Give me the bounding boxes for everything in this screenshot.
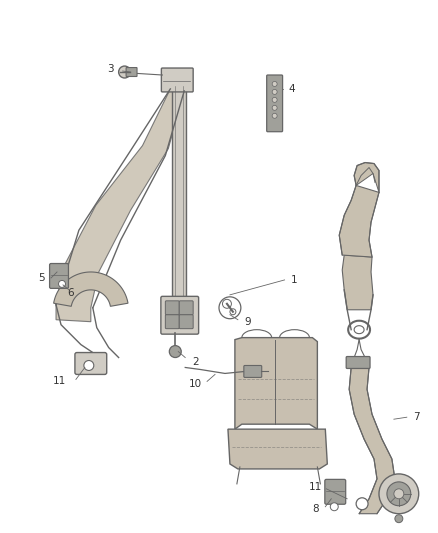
- FancyBboxPatch shape: [161, 296, 198, 334]
- FancyBboxPatch shape: [165, 301, 179, 315]
- FancyBboxPatch shape: [179, 315, 193, 329]
- FancyBboxPatch shape: [325, 479, 346, 504]
- Circle shape: [330, 503, 338, 511]
- FancyBboxPatch shape: [49, 263, 68, 288]
- Circle shape: [119, 66, 131, 78]
- Polygon shape: [342, 255, 373, 310]
- Polygon shape: [354, 163, 379, 192]
- Circle shape: [59, 280, 65, 287]
- FancyBboxPatch shape: [267, 75, 283, 132]
- Circle shape: [395, 515, 403, 523]
- Circle shape: [219, 297, 241, 319]
- Polygon shape: [349, 367, 395, 514]
- Text: 11: 11: [53, 376, 66, 386]
- Text: 6: 6: [67, 288, 74, 298]
- Text: 3: 3: [107, 64, 114, 74]
- Text: 5: 5: [38, 273, 44, 283]
- FancyBboxPatch shape: [75, 352, 107, 375]
- Circle shape: [387, 482, 411, 506]
- Text: 9: 9: [244, 317, 251, 327]
- Circle shape: [272, 114, 277, 118]
- Circle shape: [272, 90, 277, 94]
- Text: 1: 1: [291, 275, 298, 285]
- Circle shape: [394, 489, 404, 499]
- Text: 4: 4: [288, 84, 295, 94]
- Polygon shape: [339, 185, 379, 257]
- Bar: [172, 81, 186, 330]
- FancyBboxPatch shape: [165, 315, 179, 329]
- Circle shape: [170, 345, 181, 358]
- FancyBboxPatch shape: [161, 68, 193, 92]
- Text: 2: 2: [192, 357, 198, 367]
- Text: 11: 11: [309, 482, 322, 492]
- Circle shape: [379, 474, 419, 514]
- Text: 8: 8: [312, 504, 319, 514]
- Polygon shape: [53, 272, 128, 306]
- Polygon shape: [228, 429, 327, 469]
- FancyBboxPatch shape: [179, 301, 193, 315]
- Circle shape: [272, 98, 277, 102]
- FancyBboxPatch shape: [346, 357, 370, 368]
- Text: 10: 10: [189, 379, 202, 390]
- Circle shape: [272, 82, 277, 86]
- FancyBboxPatch shape: [244, 366, 262, 377]
- Text: 7: 7: [413, 412, 420, 422]
- Circle shape: [84, 360, 94, 370]
- Circle shape: [272, 106, 277, 110]
- Polygon shape: [56, 89, 184, 322]
- Circle shape: [356, 498, 368, 510]
- FancyBboxPatch shape: [126, 68, 137, 77]
- Polygon shape: [235, 337, 318, 429]
